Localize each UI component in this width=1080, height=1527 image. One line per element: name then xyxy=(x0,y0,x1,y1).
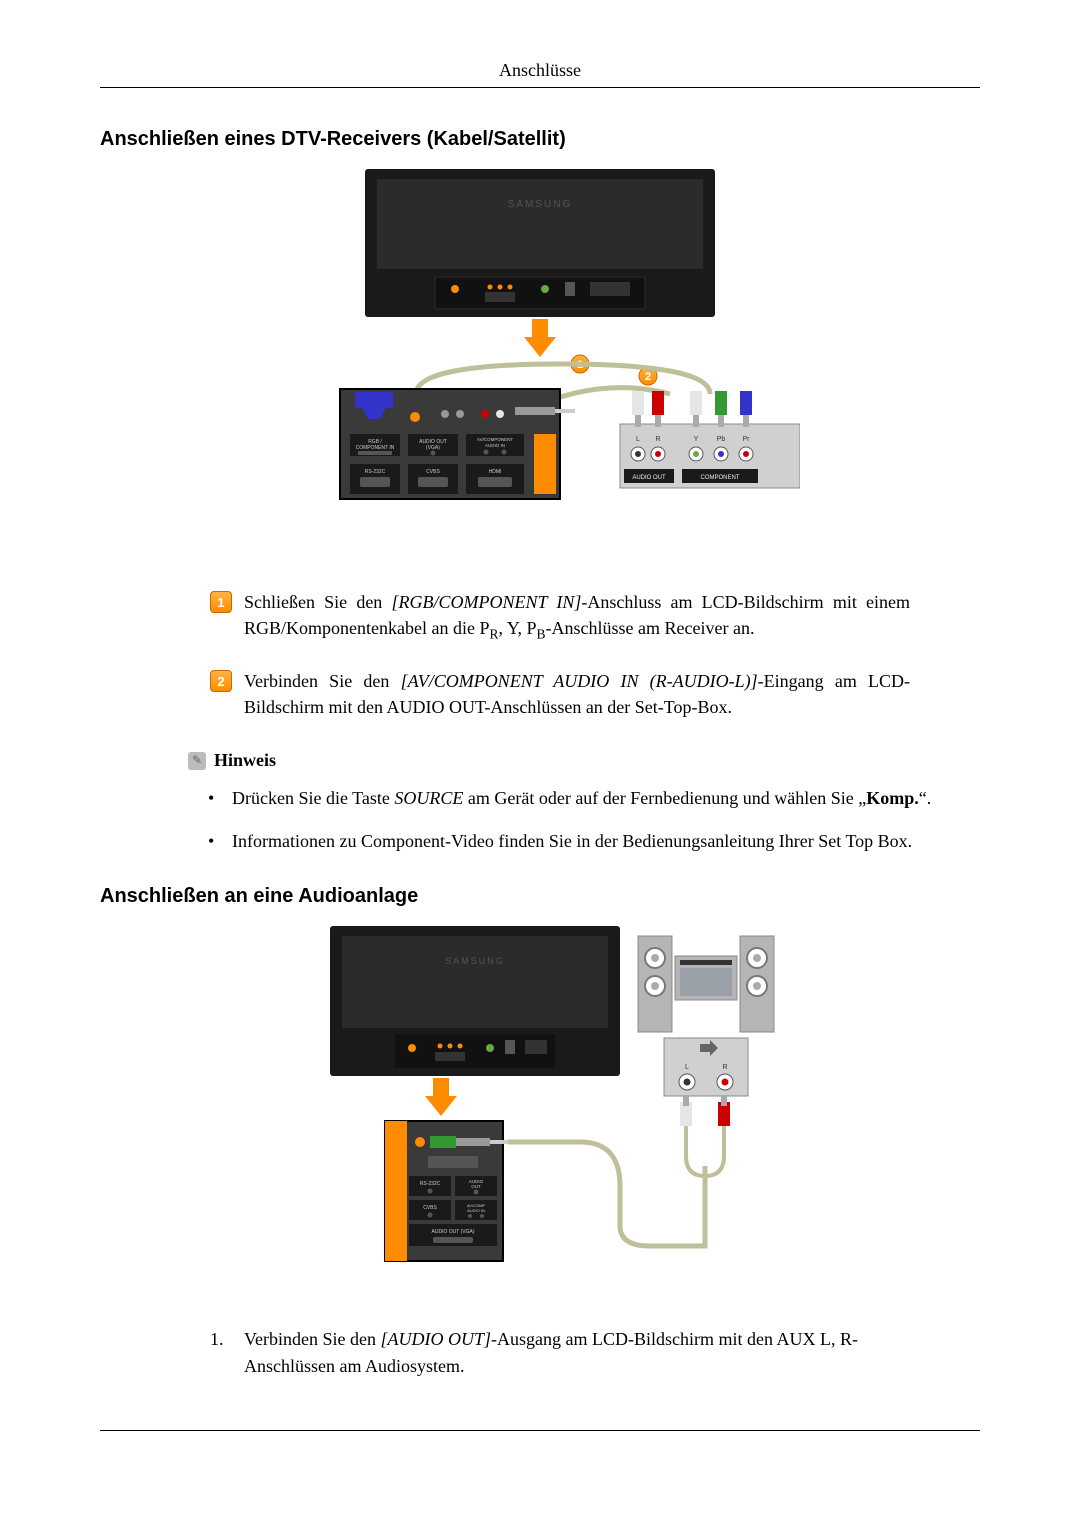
header-divider xyxy=(100,87,980,88)
diagram-dtv: SAMSUNG 1 2 xyxy=(100,169,980,549)
svg-text:AUDIO IN: AUDIO IN xyxy=(467,1208,485,1213)
svg-text:SAMSUNG: SAMSUNG xyxy=(508,199,573,210)
svg-text:AUDIO OUT (VGA): AUDIO OUT (VGA) xyxy=(432,1229,475,1235)
step-text-2: Verbinden Sie den [AV/COMPONENT AUDIO IN… xyxy=(244,668,910,720)
svg-text:Pr: Pr xyxy=(743,436,751,443)
step-1: 1 Schließen Sie den [RGB/COMPONENT IN]-A… xyxy=(210,589,910,644)
note-bullets: Drücken Sie die Taste SOURCE am Gerät od… xyxy=(208,785,980,855)
svg-text:L: L xyxy=(685,1064,689,1071)
step-2: 2 Verbinden Sie den [AV/COMPONENT AUDIO … xyxy=(210,668,910,720)
svg-text:AUDIO IN: AUDIO IN xyxy=(485,443,505,448)
svg-text:AV/COMPONENT: AV/COMPONENT xyxy=(477,437,513,442)
bullet-2: Informationen zu Component-Video finden … xyxy=(208,828,980,855)
footer-divider xyxy=(100,1430,980,1431)
svg-text:Y: Y xyxy=(694,436,699,443)
svg-text:(VGA): (VGA) xyxy=(426,445,440,451)
svg-text:Pb: Pb xyxy=(717,436,726,443)
svg-text:AUDIO OUT: AUDIO OUT xyxy=(632,475,666,481)
section-title-audio: Anschließen an eine Audioanlage xyxy=(100,885,980,908)
svg-text:HDMI: HDMI xyxy=(489,469,502,475)
step-list-dtv: 1 Schließen Sie den [RGB/COMPONENT IN]-A… xyxy=(210,589,980,720)
page-header: Anschlüsse xyxy=(100,60,980,87)
step-badge-2: 2 xyxy=(210,670,232,692)
svg-text:CVBS: CVBS xyxy=(426,469,440,475)
note-icon: ✎ xyxy=(188,752,206,770)
svg-text:SAMSUNG: SAMSUNG xyxy=(445,956,505,966)
svg-text:R: R xyxy=(722,1064,727,1071)
bullet-1: Drücken Sie die Taste SOURCE am Gerät od… xyxy=(208,785,980,812)
svg-text:COMPONENT IN: COMPONENT IN xyxy=(356,445,395,451)
svg-text:L: L xyxy=(636,436,640,443)
svg-text:CVBS: CVBS xyxy=(423,1205,437,1211)
step-badge-1: 1 xyxy=(210,591,232,613)
svg-text:RS-232C: RS-232C xyxy=(420,1181,441,1187)
svg-text:OUT: OUT xyxy=(471,1184,481,1189)
note-row: ✎ Hinweis xyxy=(188,750,980,771)
svg-text:RS-232C: RS-232C xyxy=(365,469,386,475)
diagram-audio: SAMSUNG L R xyxy=(100,926,980,1286)
note-label: Hinweis xyxy=(214,750,276,771)
step-text-1: Schließen Sie den [RGB/COMPONENT IN]-Ans… xyxy=(244,589,910,644)
svg-text:COMPONENT: COMPONENT xyxy=(701,475,740,481)
numbered-steps-audio: Verbinden Sie den [AUDIO OUT]-Ausgang am… xyxy=(210,1326,980,1380)
svg-text:R: R xyxy=(655,436,660,443)
section-title-dtv: Anschließen eines DTV-Receivers (Kabel/S… xyxy=(100,128,980,151)
svg-text:2: 2 xyxy=(645,371,651,383)
audio-step-1: Verbinden Sie den [AUDIO OUT]-Ausgang am… xyxy=(210,1326,924,1380)
